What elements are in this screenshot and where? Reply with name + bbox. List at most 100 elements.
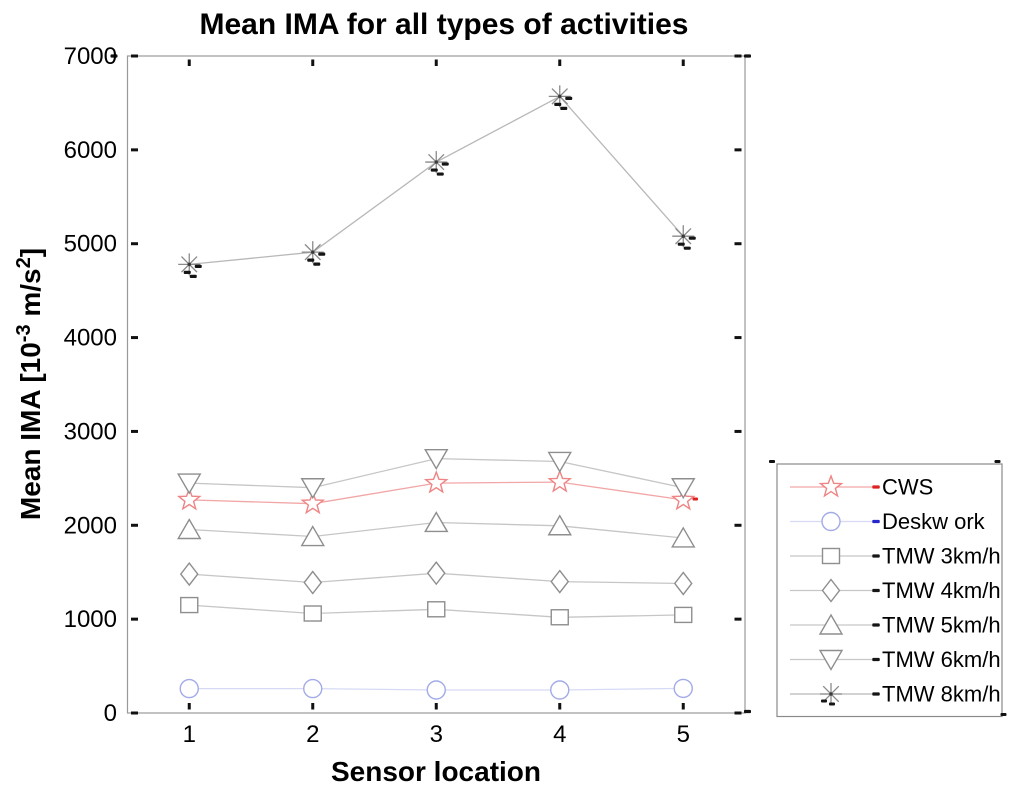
circle-marker-icon <box>303 678 323 699</box>
star-marker-icon <box>300 490 326 515</box>
circle-marker-icon <box>550 680 570 700</box>
asterisk-marker-icon <box>820 683 842 705</box>
corner-tick <box>744 54 751 58</box>
y-tick-label: 2000 <box>64 512 117 539</box>
triangle-down-marker-icon <box>818 649 844 671</box>
errorbar-dash <box>441 162 449 166</box>
y-axis-tick <box>734 148 742 152</box>
y-axis-tick <box>734 523 742 527</box>
errorbar-dash <box>821 699 827 703</box>
diamond-marker-icon <box>550 569 570 594</box>
y-axis-tick <box>131 242 138 246</box>
errorbar-dash <box>829 702 835 706</box>
legend-corner-tick <box>994 460 1001 463</box>
legend-label: TMW 6km/h <box>882 647 1001 672</box>
errorbar-dash <box>688 236 696 240</box>
corner-tick <box>110 54 118 58</box>
legend-entry-tmw-6km-h: TMW 6km/h <box>790 647 1001 672</box>
series-cws <box>176 469 698 515</box>
errorbar-dash <box>318 252 326 256</box>
triangle-down-marker-icon <box>424 448 449 471</box>
circle-marker-icon <box>426 680 446 700</box>
legend: CWS Deskw ork TMW 3km/h TMW 4km/h TMW 5km/h T… <box>769 460 1007 718</box>
triangle-down-marker-icon <box>671 478 696 500</box>
square-marker-icon <box>303 605 322 622</box>
star-marker-icon <box>547 469 573 493</box>
y-axis-tick <box>131 148 138 152</box>
y-tick-label: 6000 <box>64 137 117 164</box>
errorbar-dash <box>313 262 321 266</box>
y-axis-label: Mean IMA [10-3 m/s2] <box>13 248 46 520</box>
square-marker-icon <box>550 609 569 626</box>
star-marker-icon <box>423 470 449 494</box>
errorbar-dash <box>677 242 685 246</box>
square-marker-icon <box>821 547 841 565</box>
circle-marker-icon <box>673 678 693 699</box>
x-axis-tick <box>434 59 438 66</box>
x-axis-tick <box>681 703 685 710</box>
legend-dash <box>872 485 880 489</box>
x-axis-tick <box>187 703 191 710</box>
series-tmw-3km-h <box>180 596 693 626</box>
legend-dash <box>872 588 880 593</box>
triangle-up-marker-icon <box>177 518 202 540</box>
y-tick-label: 1000 <box>64 606 117 633</box>
y-axis-tick <box>734 54 742 58</box>
legend-dash <box>872 657 880 662</box>
axis-ticks <box>110 54 751 715</box>
errorbar-dash <box>565 96 573 100</box>
triangle-up-marker-icon <box>300 525 325 547</box>
triangle-up-marker-icon <box>818 613 844 635</box>
x-tick-label: 1 <box>183 721 196 748</box>
legend-label: TMW 4km/h <box>882 578 1001 603</box>
x-tick-label: 5 <box>677 721 690 748</box>
y-tick-label: 5000 <box>64 231 117 258</box>
legend-label: CWS <box>882 475 933 500</box>
x-axis-tick <box>311 703 315 710</box>
y-axis-tick <box>734 617 742 621</box>
y-axis-tick <box>734 711 742 715</box>
y-axis-label-part: -3 <box>13 324 35 342</box>
errorbar-dash <box>436 172 444 176</box>
legend-entry-cws: CWS <box>790 473 933 500</box>
diamond-marker-icon <box>821 578 841 603</box>
y-axis-label-part: ] <box>15 248 46 257</box>
x-axis-tick <box>187 59 191 66</box>
y-axis-tick <box>734 242 742 246</box>
triangle-up-marker-icon <box>671 526 696 548</box>
square-marker-icon <box>180 596 199 614</box>
errorbar-dash <box>194 264 202 268</box>
triangle-down-marker-icon <box>177 473 202 495</box>
legend-entry-tmw-5km-h: TMW 5km/h <box>790 613 1001 638</box>
chart-title: Mean IMA for all types of activities <box>199 8 688 41</box>
legend-label: TMW 3km/h <box>882 544 1001 569</box>
diamond-marker-icon <box>673 571 693 596</box>
legend-entry-tmw-8km-h: TMW 8km/h <box>790 682 1001 707</box>
legend-label: TMW 5km/h <box>882 613 1001 638</box>
x-axis-tick <box>558 703 562 710</box>
y-axis-tick <box>131 54 138 58</box>
legend-entry-deskw-ork: Deskw ork <box>790 509 986 534</box>
y-axis-label-part: m/s <box>15 268 46 324</box>
diamond-marker-icon <box>303 570 323 595</box>
star-marker-icon <box>818 473 844 498</box>
axes-frame <box>126 55 746 714</box>
square-marker-icon <box>427 601 446 618</box>
y-axis-label-part: Mean IMA [10 <box>15 342 46 520</box>
legend-entry-tmw-4km-h: TMW 4km/h <box>790 578 1001 603</box>
y-axis-label-part: 2 <box>13 257 35 268</box>
series-tmw-4km-h <box>179 561 693 596</box>
y-axis-tick <box>734 429 742 433</box>
x-axis-tick <box>558 59 562 66</box>
y-tick-label: 7000 <box>64 43 117 70</box>
star-marker-icon <box>176 486 202 511</box>
y-axis-tick <box>131 711 138 715</box>
x-axis-tick <box>681 59 685 66</box>
legend-dash <box>872 554 880 558</box>
square-marker-icon <box>674 606 693 624</box>
series-deskw-ork <box>179 678 693 700</box>
diamond-marker-icon <box>426 561 446 586</box>
y-tick-label: 0 <box>104 700 117 727</box>
diamond-marker-icon <box>179 561 199 587</box>
